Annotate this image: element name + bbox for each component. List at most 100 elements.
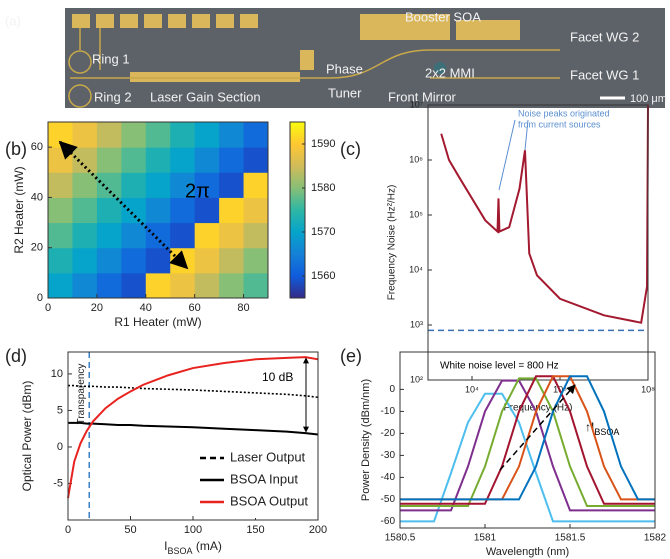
heat-cell [72, 172, 98, 198]
data-line [68, 421, 319, 436]
panel-label: (c) [340, 139, 361, 159]
y-tick-label: -60 [381, 516, 396, 527]
heat-cell [145, 172, 171, 198]
heat-cell [48, 172, 73, 198]
panel-label: (e) [340, 346, 362, 366]
y-tick-label: -50 [381, 494, 396, 505]
heat-cell [96, 172, 122, 198]
plot-frame [67, 351, 319, 521]
y-tick-label: -5 [53, 477, 63, 489]
x-tick-label: 40 [140, 302, 152, 314]
data-line [400, 375, 655, 505]
heat-cell [121, 122, 147, 148]
photo-label: Front Mirror [388, 89, 457, 104]
y-tick-label: -20 [381, 428, 396, 439]
heat-cell [145, 272, 171, 299]
photo-label: Laser Gain Section [150, 89, 261, 104]
legend-label: Laser Output [230, 449, 306, 464]
heat-cell [121, 272, 147, 299]
heat-cell [145, 247, 171, 274]
heat-cell [72, 222, 98, 249]
colorbar-tick-label: 1560 [311, 270, 335, 282]
heat-cell [194, 122, 220, 148]
x-tick-label: 0 [45, 302, 51, 314]
x-tick-label: 50 [124, 524, 136, 536]
trend-arrow [499, 384, 576, 471]
heat-cell [72, 122, 98, 148]
annotation: 2π [185, 180, 210, 202]
label-part: ↑I [585, 420, 594, 434]
colorbar-tick-label: 1590 [311, 138, 335, 150]
photo-label: Facet WG 2 [570, 29, 639, 44]
panel-label: (b) [5, 139, 27, 159]
annotation: White noise level = 800 Hz [440, 361, 559, 372]
x-tick-label: 1582 [644, 533, 667, 544]
y-tick-label: 60 [31, 141, 43, 153]
heat-cell [145, 222, 171, 249]
x-tick-label: 1580.5 [385, 533, 416, 544]
colorbar [289, 121, 306, 299]
heat-cell [194, 272, 220, 299]
x-tick-label: 80 [237, 302, 249, 314]
colorbar-tick-label: 1580 [311, 182, 335, 194]
heat-cell [48, 197, 73, 224]
heat-cell [170, 222, 196, 249]
photo-label: Booster SOA [405, 9, 481, 24]
heat-cell [48, 147, 73, 173]
annotation: Noise peaks originated [518, 108, 610, 118]
y-tick-label: 10⁴ [409, 264, 423, 274]
y-axis-label: Frequency Noise (Hz²/Hz) [387, 185, 398, 301]
heat-cell [170, 147, 196, 173]
heat-cell [96, 247, 122, 274]
pads [72, 14, 520, 82]
heat-cell [219, 147, 245, 173]
y-tick-label: 0 [57, 441, 63, 453]
heat-cell [219, 222, 245, 249]
y-tick-label: 10 [51, 368, 63, 380]
y-axis-label: Power Density (dBm/nm) [360, 379, 372, 501]
heat-cell [72, 197, 98, 224]
heat-cell [243, 172, 269, 198]
heat-cell [170, 247, 196, 274]
heat-cell [194, 172, 220, 198]
label-part: I [164, 539, 167, 553]
heat-cell [219, 272, 245, 299]
heat-cell [145, 197, 171, 224]
heat-cell [48, 247, 73, 274]
heat-cell [121, 172, 147, 198]
y-tick-label: 40 [31, 191, 43, 203]
heat-cell [145, 122, 171, 148]
heat-cell [72, 247, 98, 274]
heat-cell [121, 247, 147, 274]
heat-cell [243, 247, 269, 274]
y-tick-label: 0 [389, 384, 395, 395]
heat-cell [170, 122, 196, 148]
y-tick-label: -30 [381, 450, 396, 461]
panel-label: (d) [5, 346, 27, 366]
y-tick-label: 0 [37, 292, 43, 304]
y-tick-label: -40 [381, 472, 396, 483]
x-tick-label: 60 [189, 302, 201, 314]
heat-cell [194, 197, 220, 224]
reference-label: Transparency [76, 364, 87, 425]
heat-cell [219, 172, 245, 198]
photo-label: 2x2 MMI [425, 65, 475, 80]
heat-cell [96, 272, 122, 299]
data-line [440, 104, 649, 324]
heat-cell [194, 247, 220, 274]
scale-bar-label: 100 μm [630, 93, 667, 105]
x-tick-label: 150 [246, 524, 264, 536]
x-tick-label: 0 [65, 524, 71, 536]
heat-cell [121, 222, 147, 249]
photo-label: Ring 1 [92, 51, 130, 66]
x-axis-label: Wavelength (nm) [486, 546, 569, 558]
data-line [68, 384, 319, 399]
label-part: (mA) [193, 539, 222, 553]
panel-label: (a) [5, 13, 21, 28]
photo-label: Facet WG 1 [570, 67, 639, 82]
plot-frame [47, 121, 269, 299]
heat-cell [243, 197, 269, 224]
heat-cell [96, 122, 122, 148]
data-line [400, 375, 655, 501]
